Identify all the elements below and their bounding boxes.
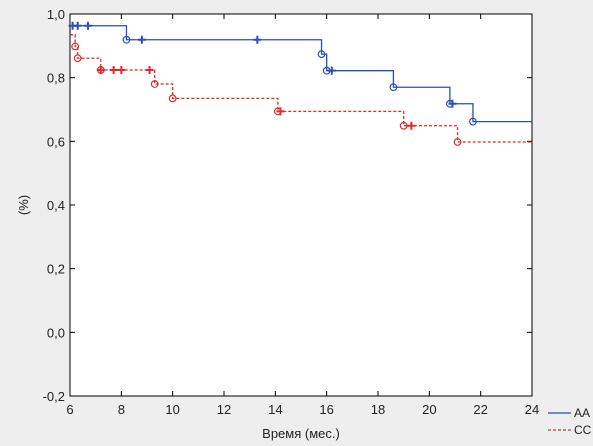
legend-label: AA (574, 406, 590, 420)
x-tick-label: 8 (118, 402, 125, 417)
censor-marker (327, 66, 336, 75)
censor-marker (276, 107, 285, 116)
censor-marker (96, 66, 105, 75)
legend-label: CC (574, 423, 592, 437)
y-axis-label: (%) (16, 195, 31, 215)
censor-marker (117, 66, 126, 75)
y-tick-label: 1,0 (47, 7, 65, 22)
y-tick-label: 0,6 (47, 134, 65, 149)
censor-marker (137, 35, 146, 44)
series-aa (68, 21, 532, 126)
legend: AA CC (548, 406, 592, 437)
x-tick-label: 6 (66, 402, 73, 417)
x-tick-label: 20 (422, 402, 436, 417)
y-tick-label: 0,4 (47, 198, 65, 213)
event-marker (73, 54, 82, 63)
y-tick-label: 0,8 (47, 71, 65, 86)
event-marker (389, 83, 398, 92)
censor-marker (83, 21, 92, 30)
event-marker (71, 42, 80, 51)
x-tick-label: 16 (319, 402, 333, 417)
series-cc (70, 34, 532, 146)
plot-area (69, 13, 533, 397)
x-axis-label: Время (мес.) (262, 426, 340, 441)
x-tick-label: 12 (217, 402, 231, 417)
event-marker (150, 80, 159, 88)
x-tick-label: 22 (473, 402, 487, 417)
event-marker (168, 94, 177, 103)
censor-marker (145, 66, 154, 75)
x-tick-label: 10 (165, 402, 179, 417)
event-marker (399, 121, 408, 130)
x-tick-label: 24 (525, 402, 539, 417)
x-tick-label: 14 (268, 402, 282, 417)
censor-marker (448, 99, 457, 108)
censor-marker (407, 121, 416, 130)
event-marker (453, 138, 462, 146)
y-tick-label: 0,2 (47, 262, 65, 277)
event-marker (122, 35, 131, 44)
censor-marker (73, 21, 82, 30)
y-tick-label: 0,0 (47, 325, 65, 340)
event-marker (469, 117, 477, 126)
series-line (70, 25, 532, 123)
y-tick-label: -0,2 (43, 389, 65, 404)
x-tick-label: 18 (371, 402, 385, 417)
censor-marker (253, 35, 262, 44)
axis-ticks: 6 8 10 12 14 16 18 20 22 24 -0,2 0,0 0,2 0,4 0,6 0,8 1,0 (43, 7, 540, 417)
series-layer (68, 21, 532, 146)
censor-marker (109, 66, 118, 75)
event-marker (317, 50, 326, 59)
